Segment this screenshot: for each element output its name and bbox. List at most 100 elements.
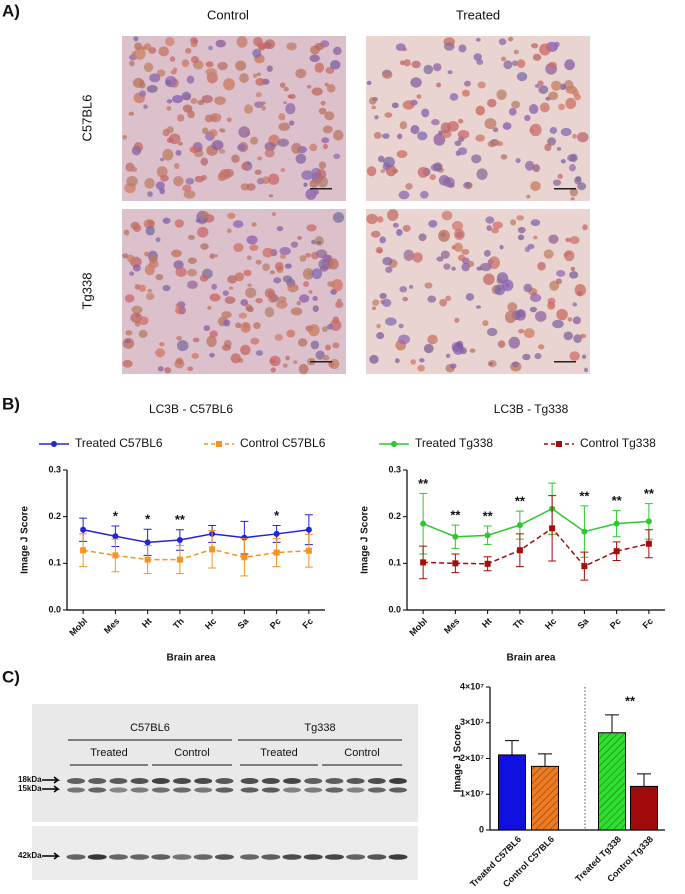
series-line bbox=[423, 527, 650, 568]
cell bbox=[253, 73, 258, 78]
cell bbox=[215, 39, 226, 48]
cell bbox=[148, 260, 159, 269]
point bbox=[452, 533, 459, 540]
cell bbox=[181, 59, 190, 68]
blot-band bbox=[67, 778, 85, 784]
cell bbox=[139, 90, 147, 98]
blot-band bbox=[346, 854, 366, 860]
significance: ** bbox=[450, 508, 461, 523]
point bbox=[273, 549, 280, 556]
blot-band bbox=[367, 787, 386, 793]
significance: ** bbox=[418, 476, 429, 491]
blot-band bbox=[130, 778, 149, 784]
cell bbox=[391, 102, 399, 109]
significance: ** bbox=[579, 488, 590, 503]
cell bbox=[187, 110, 195, 119]
blot-band bbox=[130, 787, 149, 793]
cell bbox=[314, 43, 325, 51]
cell bbox=[173, 260, 184, 270]
cell bbox=[407, 254, 412, 258]
cell bbox=[457, 147, 468, 155]
bar bbox=[498, 754, 526, 831]
cell bbox=[155, 273, 164, 281]
cell bbox=[165, 37, 175, 47]
cell bbox=[192, 337, 200, 343]
group-label: Control bbox=[174, 747, 209, 759]
cell bbox=[175, 149, 182, 156]
cell bbox=[556, 146, 562, 151]
cell bbox=[223, 168, 234, 178]
cell bbox=[171, 249, 182, 258]
cell bbox=[443, 263, 451, 270]
cell bbox=[187, 234, 195, 240]
cell bbox=[223, 319, 231, 327]
cell bbox=[503, 60, 513, 70]
cell bbox=[239, 73, 249, 83]
cell bbox=[325, 66, 335, 74]
blot-band bbox=[304, 778, 323, 784]
cell bbox=[308, 324, 320, 337]
cell bbox=[380, 169, 386, 173]
cell bbox=[131, 145, 142, 156]
cell bbox=[539, 102, 550, 113]
cell bbox=[166, 106, 172, 111]
cell bbox=[183, 189, 196, 199]
y-tick-label: 0 bbox=[479, 824, 484, 834]
cell bbox=[410, 359, 416, 365]
x-tick-label: Th bbox=[511, 616, 526, 631]
cell bbox=[570, 266, 576, 272]
cell bbox=[377, 155, 385, 163]
point bbox=[176, 537, 183, 543]
cell bbox=[251, 222, 257, 227]
cell bbox=[255, 77, 266, 86]
cell bbox=[564, 250, 572, 256]
cell bbox=[369, 354, 379, 364]
cell bbox=[572, 302, 578, 307]
cell bbox=[577, 132, 589, 143]
cell bbox=[214, 96, 226, 105]
cell bbox=[297, 236, 302, 240]
cell bbox=[486, 327, 498, 337]
cell bbox=[264, 306, 275, 318]
cell bbox=[321, 137, 330, 144]
cell bbox=[309, 143, 318, 152]
blot-band bbox=[240, 787, 259, 793]
cell bbox=[238, 312, 248, 319]
cell bbox=[332, 316, 340, 324]
cell bbox=[453, 242, 463, 252]
cell bbox=[538, 85, 549, 94]
significance: ** bbox=[483, 508, 494, 523]
cell bbox=[283, 101, 288, 105]
cell bbox=[488, 361, 494, 366]
cell bbox=[445, 353, 451, 358]
cell bbox=[211, 283, 218, 290]
cell bbox=[396, 229, 403, 236]
cell bbox=[156, 69, 166, 77]
cell bbox=[205, 61, 214, 68]
cell bbox=[436, 82, 442, 88]
scale-bar bbox=[554, 361, 576, 363]
cell bbox=[240, 299, 249, 306]
cell bbox=[222, 290, 229, 296]
cell bbox=[185, 48, 192, 54]
cell bbox=[548, 61, 557, 68]
cell bbox=[218, 149, 226, 154]
cell bbox=[572, 133, 577, 139]
cell bbox=[574, 176, 582, 185]
cell bbox=[385, 164, 397, 177]
cell bbox=[560, 127, 572, 137]
cell bbox=[569, 164, 576, 172]
cell bbox=[458, 44, 467, 53]
cell bbox=[185, 177, 195, 185]
cell bbox=[465, 181, 470, 187]
cell bbox=[557, 173, 563, 179]
cell bbox=[445, 295, 452, 302]
cell bbox=[441, 210, 453, 221]
cell bbox=[122, 253, 129, 259]
x-tick-label: Mobl bbox=[407, 616, 429, 638]
cell bbox=[236, 36, 248, 48]
cell bbox=[524, 114, 531, 122]
cell bbox=[147, 219, 155, 226]
cell bbox=[308, 290, 313, 294]
cell bbox=[569, 271, 579, 279]
